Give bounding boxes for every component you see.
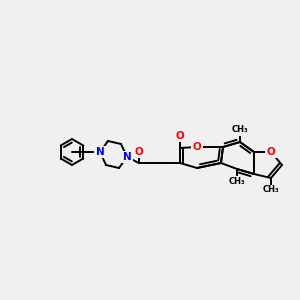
Text: O: O	[176, 131, 184, 141]
Text: CH₃: CH₃	[263, 185, 279, 194]
Text: O: O	[267, 147, 275, 157]
Text: N: N	[123, 152, 131, 162]
Text: CH₃: CH₃	[229, 176, 245, 185]
Text: N: N	[96, 147, 104, 157]
Text: CH₃: CH₃	[232, 125, 248, 134]
Text: O: O	[193, 142, 201, 152]
Text: O: O	[135, 147, 143, 157]
